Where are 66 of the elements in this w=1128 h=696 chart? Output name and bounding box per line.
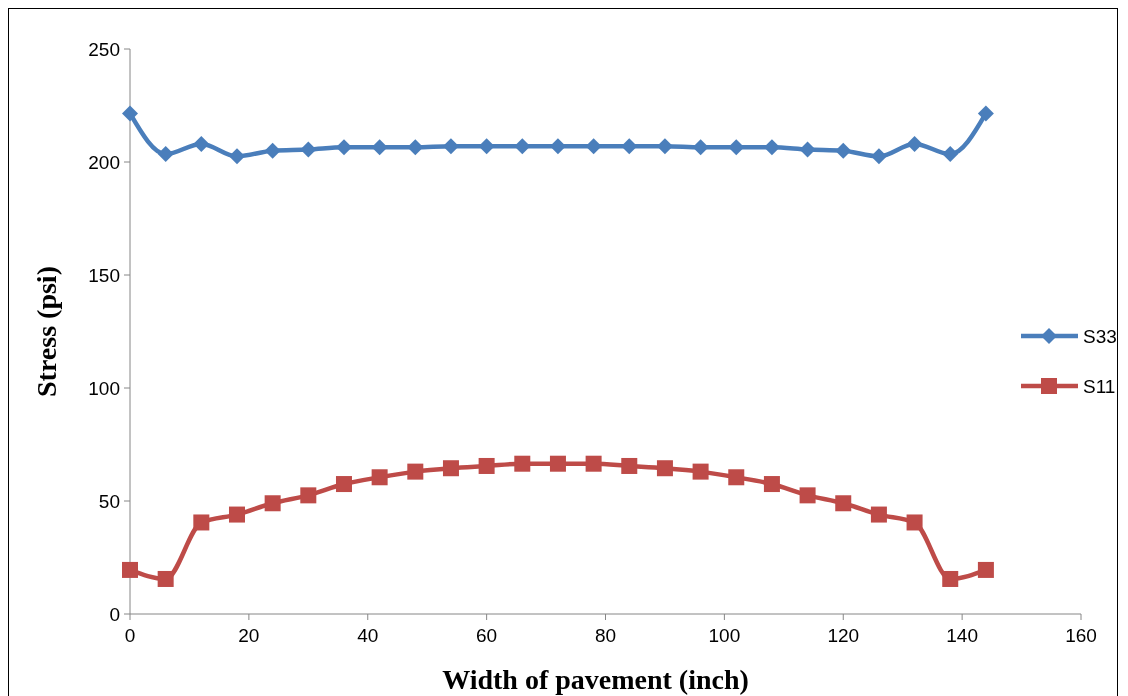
y-tick-label: 50	[98, 490, 120, 512]
point	[157, 570, 174, 587]
y-tick-label: 250	[88, 38, 120, 60]
point	[371, 139, 388, 156]
x-tick-label: 40	[357, 625, 379, 646]
point	[799, 141, 816, 158]
point	[442, 138, 459, 155]
point	[728, 469, 745, 486]
point	[264, 142, 281, 159]
point	[514, 455, 531, 472]
y-axis-title: Stress (psi)	[31, 266, 62, 397]
point	[835, 495, 852, 512]
point	[728, 139, 745, 156]
x-tick-label: 0	[124, 625, 136, 646]
point	[442, 460, 459, 477]
y-tick-label: 150	[88, 264, 120, 286]
y-tick-label: 100	[88, 377, 120, 399]
point	[335, 139, 352, 156]
point	[585, 455, 602, 472]
point	[621, 138, 638, 155]
x-tick-label: 120	[827, 625, 860, 646]
legend-label: S33	[1083, 325, 1117, 347]
point	[122, 561, 138, 578]
point	[906, 135, 923, 152]
point	[942, 570, 959, 587]
point	[407, 463, 424, 480]
point	[942, 146, 959, 163]
point	[478, 457, 495, 474]
point	[906, 514, 923, 531]
x-tick-label: 140	[946, 625, 978, 646]
point	[514, 138, 531, 155]
x-tick-label: 160	[1065, 625, 1097, 646]
point	[478, 138, 495, 155]
x-tick-label: 100	[708, 625, 741, 646]
point	[157, 146, 174, 163]
point	[870, 148, 887, 165]
x-tick-label: 80	[594, 625, 617, 646]
point	[193, 135, 210, 152]
x-axis-title: Width of pavement (inch)	[442, 664, 749, 695]
x-tick-label: 60	[476, 625, 498, 646]
point	[870, 506, 887, 523]
point	[621, 457, 638, 474]
point	[692, 463, 709, 480]
point	[122, 105, 138, 122]
point	[656, 460, 673, 477]
legend-label: S11	[1083, 375, 1116, 397]
y-tick-label: 0	[109, 603, 120, 625]
point	[977, 561, 994, 578]
point	[977, 105, 994, 122]
x-tick-label: 20	[238, 625, 260, 646]
point	[228, 148, 245, 165]
point	[692, 139, 709, 156]
point	[193, 514, 210, 531]
point	[228, 506, 245, 523]
point	[407, 139, 424, 156]
point	[300, 487, 317, 504]
point	[549, 455, 566, 472]
point	[763, 476, 780, 493]
point	[264, 495, 281, 512]
point	[371, 469, 388, 486]
point	[835, 142, 852, 159]
point	[585, 138, 602, 155]
point	[335, 476, 352, 493]
point	[300, 141, 317, 158]
y-tick-label: 200	[88, 151, 120, 173]
point	[799, 487, 816, 504]
